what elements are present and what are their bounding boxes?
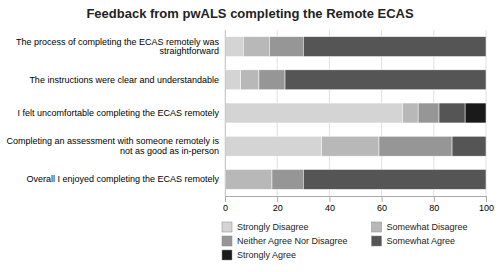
bar [418, 103, 439, 123]
x-tick-mark [434, 196, 435, 202]
x-tick: 0 [223, 196, 228, 213]
legend-label: Somewhat Agree [387, 236, 456, 246]
y-tick-label: The instructions were clear and understa… [29, 75, 219, 85]
legend-label: Strongly Disagree [237, 222, 309, 232]
plot: 0 20 40 60 80 100 The process of completing th… [6, 30, 494, 213]
bar [452, 136, 486, 156]
y-tick: Completing an assessment with someone re… [6, 136, 225, 156]
series [225, 37, 418, 190]
bar [225, 169, 272, 189]
grid-line [225, 30, 226, 196]
x-tick-mark [277, 196, 278, 202]
y-tick-label: Overall I enjoyed completing the ECAS re… [26, 174, 219, 184]
y-tick-label-line: The process of completing the ECAS remot… [16, 37, 220, 47]
x-tick-mark [329, 196, 330, 202]
legend-swatch [222, 222, 232, 232]
bar [225, 37, 243, 57]
legend-item: Strongly Agree [222, 250, 296, 260]
y-tick-label-line: The instructions were clear and understa… [29, 75, 219, 85]
x-tick: 20 [273, 196, 283, 213]
legend-item: Somewhat Agree [372, 236, 456, 246]
legend: Strongly Disagree Somewhat Disagree Neithe… [222, 222, 468, 260]
bar [241, 70, 259, 90]
bar [379, 136, 452, 156]
legend-label: Strongly Agree [237, 250, 296, 260]
x-tick: 60 [377, 196, 387, 213]
grid [225, 30, 486, 196]
y-tick-label: The process of completing the ECAS remot… [16, 37, 220, 57]
bars [225, 37, 486, 190]
x-tick-mark [382, 196, 383, 202]
y-tick-label-line: I felt uncomfortable completing the ECAS… [17, 108, 219, 118]
x-axis-line [226, 196, 487, 197]
legend-item: Neither Agree Nor Disagree [222, 236, 348, 246]
series [285, 37, 486, 190]
y-tick-label-line: not as good as in-person [120, 146, 219, 156]
x-tick-label: 20 [273, 203, 283, 213]
legend-label: Neither Agree Nor Disagree [237, 236, 348, 246]
legend-swatch [372, 222, 382, 232]
series [259, 37, 452, 190]
legend-swatch [222, 250, 232, 260]
legend-swatch [222, 236, 232, 246]
bar [225, 70, 241, 90]
y-tick: The process of completing the ECAS remot… [16, 37, 225, 57]
bar [272, 169, 303, 189]
bar [303, 169, 486, 189]
legend-item: Somewhat Disagree [372, 222, 468, 232]
legend-item: Strongly Disagree [222, 222, 309, 232]
y-tick-label: Completing an assessment with someone re… [6, 136, 219, 156]
y-tick-label-line: straightforward [159, 46, 219, 56]
y-tick: The instructions were clear and understa… [29, 75, 225, 85]
bar [243, 37, 269, 57]
x-axis: 0 20 40 60 80 100 [223, 196, 494, 213]
legend-label: Somewhat Disagree [387, 222, 468, 232]
x-tick-mark [486, 196, 487, 202]
bar [269, 37, 303, 57]
series [465, 103, 486, 123]
x-tick-mark [225, 196, 226, 202]
x-tick-label: 0 [223, 203, 228, 213]
bar [259, 70, 285, 90]
y-tick: I felt uncomfortable completing the ECAS… [17, 108, 225, 118]
bar [285, 70, 486, 90]
y-tick-label-line: Overall I enjoyed completing the ECAS re… [26, 174, 219, 184]
chart: 0 20 40 60 80 100 The process of completing th… [0, 0, 500, 272]
bar [439, 103, 465, 123]
x-tick-label: 100 [479, 203, 494, 213]
y-tick: Overall I enjoyed completing the ECAS re… [26, 174, 225, 184]
bar [303, 37, 486, 57]
x-tick-label: 60 [377, 203, 387, 213]
x-tick: 80 [429, 196, 439, 213]
x-tick-label: 80 [429, 203, 439, 213]
y-tick-label-line: Completing an assessment with someone re… [6, 136, 219, 146]
bar [225, 136, 322, 156]
bar [402, 103, 418, 123]
y-axis: The process of completing the ECAS remot… [6, 31, 225, 197]
y-axis-line [225, 31, 226, 197]
bar [225, 103, 402, 123]
x-tick: 40 [325, 196, 335, 213]
y-tick-label: I felt uncomfortable completing the ECAS… [17, 108, 219, 118]
bar [322, 136, 379, 156]
title: Feedback from pwALS completing the Remot… [86, 6, 414, 21]
bar [465, 103, 486, 123]
x-tick: 100 [479, 196, 494, 213]
legend-swatch [372, 236, 382, 246]
x-tick-label: 40 [325, 203, 335, 213]
